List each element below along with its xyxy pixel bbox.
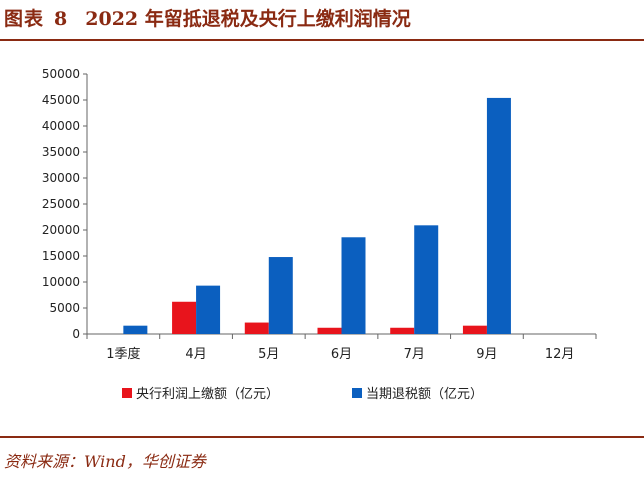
legend-swatch bbox=[122, 388, 132, 398]
bar-profit bbox=[244, 322, 269, 334]
legend-label: 央行利润上缴额（亿元） bbox=[136, 387, 279, 402]
bar-refund bbox=[341, 237, 366, 334]
y-tick-label: 40000 bbox=[42, 119, 80, 133]
bar-refund bbox=[486, 97, 511, 334]
figure-title-number: 8 bbox=[54, 8, 68, 30]
chart-legend: 央行利润上缴额（亿元） 当期退税额（亿元） bbox=[122, 387, 483, 402]
y-tick-label: 10000 bbox=[42, 275, 80, 289]
bar-refund bbox=[123, 325, 148, 334]
x-category-label: 9月 bbox=[476, 347, 497, 362]
x-category-label: 7月 bbox=[404, 347, 425, 362]
x-category-label: 12月 bbox=[545, 347, 575, 362]
bar-chart: 0 5000 10000 15000 20000 25000 30000 35000 40000… bbox=[42, 67, 597, 402]
y-tick-label: 5000 bbox=[49, 301, 80, 315]
x-category-label: 6月 bbox=[331, 347, 352, 362]
figure-title-text: 2022 年留抵退税及央行上缴利润情况 bbox=[85, 8, 411, 30]
x-category-label: 5月 bbox=[258, 347, 279, 362]
x-category-label: 1季度 bbox=[106, 346, 140, 362]
y-tick-label: 0 bbox=[72, 327, 80, 341]
y-tick-label: 35000 bbox=[42, 145, 80, 159]
legend-swatch bbox=[352, 388, 362, 398]
bar-refund bbox=[414, 225, 439, 334]
bar-profit bbox=[317, 327, 342, 334]
y-tick-label: 15000 bbox=[42, 249, 80, 263]
bar-profit bbox=[462, 325, 487, 334]
bar-refund bbox=[196, 285, 221, 334]
bar-refund bbox=[268, 257, 293, 334]
chart-bars bbox=[123, 97, 511, 334]
source-note: 资料来源：Wind，华创证券 bbox=[4, 452, 206, 471]
x-category-label: 4月 bbox=[185, 347, 206, 362]
figure-title-lead: 图表 bbox=[4, 8, 45, 30]
chart-axes: 0 5000 10000 15000 20000 25000 30000 35000 40000… bbox=[42, 67, 597, 362]
y-tick-label: 50000 bbox=[42, 67, 80, 81]
source-divider bbox=[0, 436, 644, 438]
figure-title: 图表 8 2022 年留抵退税及央行上缴利润情况 bbox=[4, 4, 411, 31]
legend-label: 当期退税额（亿元） bbox=[366, 387, 483, 402]
bar-profit bbox=[172, 301, 197, 334]
y-tick-label: 25000 bbox=[42, 197, 80, 211]
y-tick-label: 30000 bbox=[42, 171, 80, 185]
bar-profit bbox=[390, 327, 415, 334]
y-tick-label: 20000 bbox=[42, 223, 80, 237]
y-tick-label: 45000 bbox=[42, 93, 80, 107]
title-divider bbox=[0, 39, 644, 41]
